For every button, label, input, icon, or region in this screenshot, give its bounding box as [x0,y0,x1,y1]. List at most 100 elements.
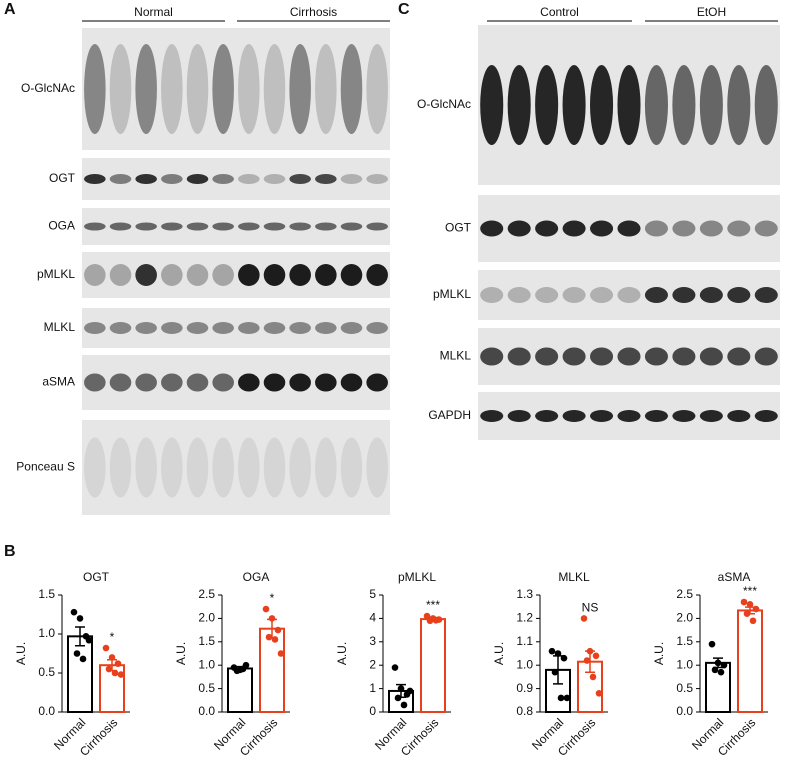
band [562,410,586,422]
y-tick-label: 1.1 [516,634,533,648]
band [754,220,778,237]
y-tick-label: 2.5 [198,587,215,601]
data-point [394,694,402,702]
y-tick-label: 1.2 [516,611,533,625]
y-tick-label: 1.5 [676,634,693,648]
panel-label: C [398,1,410,18]
y-tick-label: 1.0 [676,657,693,671]
significance: NS [582,601,599,615]
band [507,287,531,303]
data-point [391,664,399,671]
band [340,222,363,231]
band [109,437,132,498]
data-point [432,616,440,624]
band [238,44,260,134]
data-point [274,626,282,634]
band [590,65,614,145]
group-label: Cirrhosis [290,5,337,19]
band [590,410,614,422]
band [212,373,234,392]
band [366,44,388,134]
band [212,44,234,134]
band [212,174,234,184]
band [699,410,723,422]
data-point [740,598,748,606]
band [161,322,183,334]
band [186,174,209,184]
data-point [586,647,594,655]
band [238,373,260,392]
data-point [749,617,757,625]
band [289,44,311,134]
band [727,287,751,303]
data-point [426,617,434,625]
band [535,287,559,303]
y-tick-label: 2.0 [198,611,215,625]
blot [82,420,390,515]
band [644,347,668,366]
band [84,264,106,286]
band [289,264,311,286]
data-point [102,644,110,652]
panel-label: B [4,543,16,560]
band [507,347,531,366]
data-point [105,665,113,673]
band [340,44,363,134]
band [562,287,586,303]
data-point [746,601,754,608]
data-point [400,701,408,709]
band [109,264,132,286]
band [84,373,106,392]
band [84,322,106,334]
band [212,322,234,334]
y-tick-label: 4 [369,611,376,625]
data-point [239,665,247,673]
data-point [268,615,276,622]
band [315,174,337,184]
band [617,410,641,422]
band [263,264,286,286]
group-label: Normal [134,5,173,19]
chart-title: OGT [83,570,110,584]
data-point [563,694,571,702]
significance: * [110,630,115,644]
blot [82,252,390,298]
significance: *** [743,584,757,598]
data-point [423,612,431,620]
data-point [262,605,270,613]
data-point [277,650,285,657]
band [315,373,337,392]
bar [67,635,93,714]
band [644,410,668,422]
band [480,220,504,237]
band [186,222,209,231]
bar [420,618,446,713]
band [186,373,209,392]
band [289,322,311,334]
band [109,322,132,334]
data-point [589,673,597,681]
significance: * [270,591,275,605]
band [480,410,504,422]
band [161,44,183,134]
y-tick-label: 0 [369,704,376,718]
band [135,264,157,286]
band [263,222,286,231]
data-point [76,615,84,622]
band [507,220,531,237]
y-tick-label: 0.9 [516,681,533,695]
data-point [580,615,588,622]
band [84,222,106,231]
y-tick-label: 0.0 [198,704,215,718]
chart-title: pMLKL [398,570,436,584]
y-tick-label: 2.5 [676,587,693,601]
band [754,287,778,303]
band [617,287,641,303]
blot-label: OGA [48,219,75,233]
blot-label: O-GlcNAc [417,97,471,111]
band [699,287,723,303]
data-point [752,605,760,613]
band [480,287,504,303]
band [644,65,668,145]
